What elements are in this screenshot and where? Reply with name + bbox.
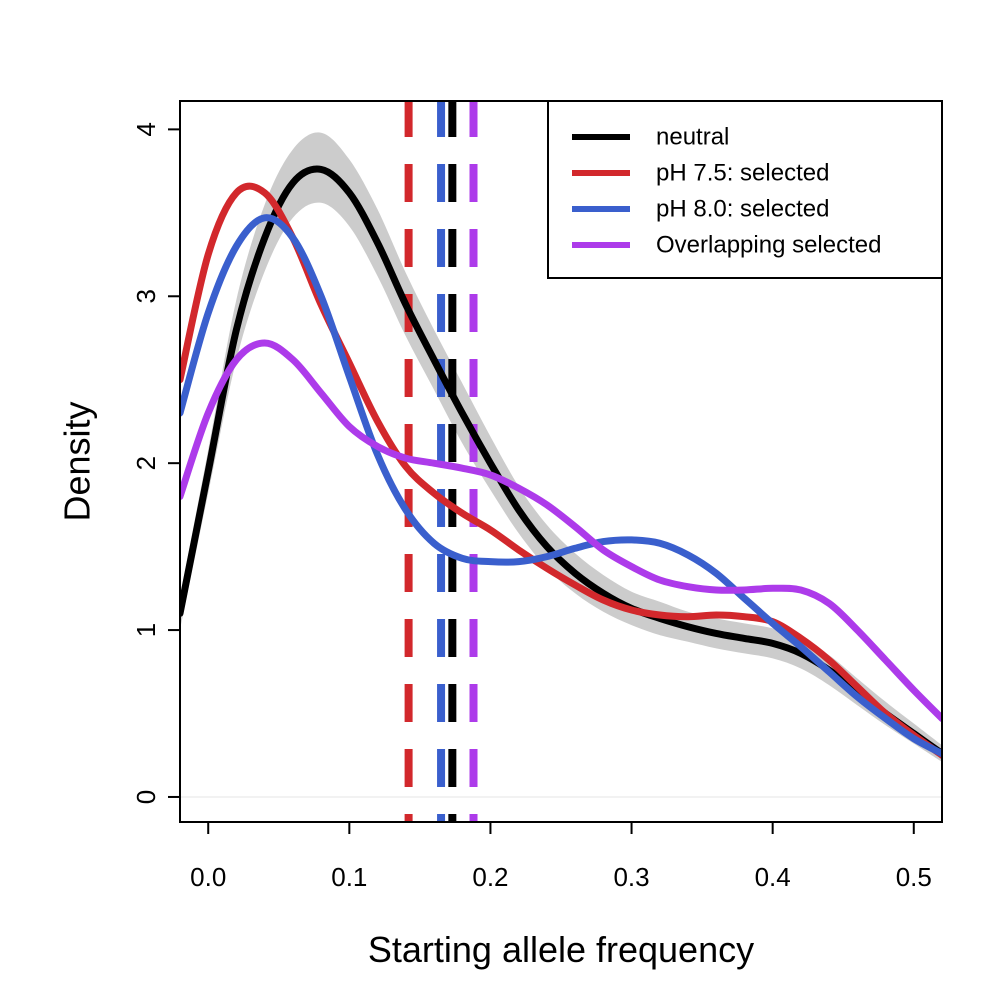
y-axis-title: Density [57,401,98,521]
series-line-4 [180,339,942,722]
x-tick-label-4: 0.4 [755,862,791,892]
x-tick-label-5: 0.5 [896,862,932,892]
legend-label-3: pH 8.0: selected [656,196,829,223]
x-axis-title: Starting allele frequency [368,929,754,970]
x-tick-label-3: 0.3 [613,862,649,892]
y-tick-label-3: 3 [131,289,161,303]
series-line-3 [180,214,942,758]
x-tick-label-0: 0.0 [190,862,226,892]
legend: neutral pH 7.5: selected pH 8.0: selected O… [547,100,943,279]
x-tick-label-1: 0.1 [331,862,367,892]
x-tick-label-2: 0.2 [472,862,508,892]
y-tick-label-2: 2 [131,456,161,470]
y-tick-label-4: 4 [131,122,161,136]
legend-box [547,100,943,279]
y-tick-label-0: 0 [131,790,161,804]
legend-label-2: pH 7.5: selected [656,160,829,187]
y-axis: 0 1 2 3 4 [131,122,180,804]
x-axis: 0.0 0.1 0.2 0.3 0.4 0.5 [190,822,932,892]
legend-label-1: neutral [656,124,729,151]
y-tick-label-1: 1 [131,623,161,637]
plot-area [180,101,942,822]
legend-label-4: Overlapping selected [656,232,881,259]
